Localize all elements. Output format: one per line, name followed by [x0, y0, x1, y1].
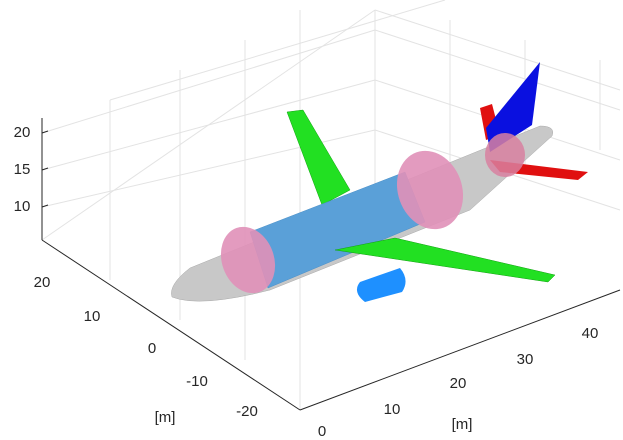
y-tick-label: 0	[148, 340, 156, 357]
x-tick-label: 20	[450, 375, 467, 392]
y-axis-label: [m]	[155, 409, 176, 426]
z-tick	[42, 131, 48, 133]
figure: 10 15 20 20 10 0 -10 -20 0 10 20 30 40 [m] [m]	[0, 0, 623, 440]
x-tick-label: 40	[582, 325, 599, 342]
y-tick-label: 20	[34, 274, 51, 291]
x-axis-label: [m]	[452, 416, 473, 433]
x-tick-label: 30	[517, 351, 534, 368]
y-tick-label: 10	[84, 308, 101, 325]
z-tick-label: 20	[14, 124, 31, 141]
z-tick-label: 10	[14, 198, 31, 215]
x-tick-label: 10	[384, 401, 401, 418]
y-tick-label: -20	[236, 403, 258, 420]
aircraft	[171, 62, 588, 302]
y-tick-label: -10	[186, 373, 208, 390]
x-tick-label: 0	[318, 423, 326, 440]
z-tick-label: 15	[14, 161, 31, 178]
